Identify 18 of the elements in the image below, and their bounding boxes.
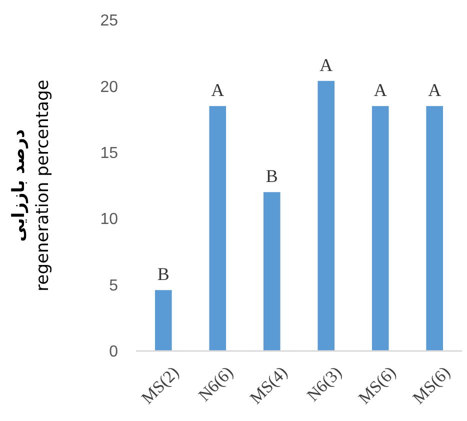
bar <box>426 106 444 351</box>
data-label: A <box>428 80 442 100</box>
y-tick-label: 20 <box>100 78 118 96</box>
y-tick-label: 15 <box>100 145 118 162</box>
data-label: A <box>211 80 224 100</box>
data-label: A <box>374 80 387 100</box>
y-tick-label: 25 <box>100 12 118 30</box>
y-tick-label: 5 <box>109 277 118 294</box>
y-tick-label: 10 <box>100 211 118 228</box>
bar <box>154 290 172 351</box>
data-label: B <box>157 264 170 284</box>
bar <box>372 106 389 351</box>
bar <box>209 106 226 351</box>
bar <box>318 80 335 351</box>
bar <box>263 192 280 351</box>
y-tick-label: 0 <box>109 344 118 361</box>
data-label: A <box>320 54 333 75</box>
data-label: B <box>266 166 278 186</box>
